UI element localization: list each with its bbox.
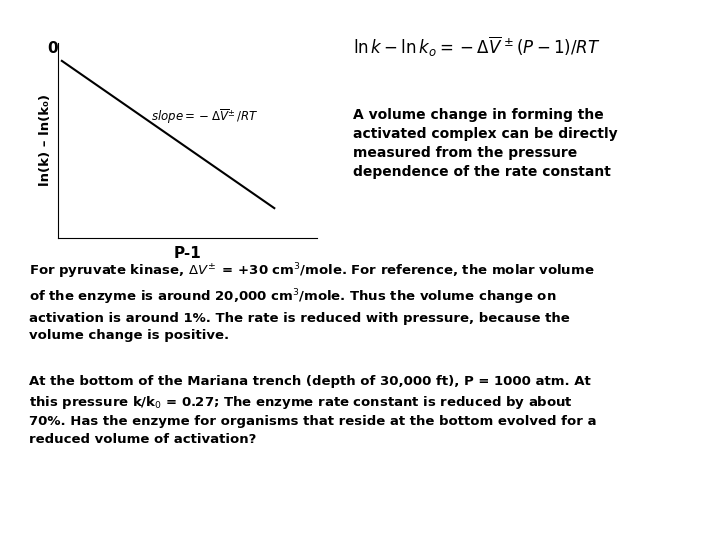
Text: A volume change in forming the
activated complex can be directly
measured from t: A volume change in forming the activated… <box>353 108 618 179</box>
X-axis label: P-1: P-1 <box>174 246 201 261</box>
Text: $\ln k - \ln k_o = -\Delta\overline{V}^{\,\pm}(P-1) / RT$: $\ln k - \ln k_o = -\Delta\overline{V}^{… <box>353 35 600 59</box>
Text: $slope = -\Delta\overline{V}^{\!\pm} / RT$: $slope = -\Delta\overline{V}^{\!\pm} / R… <box>151 107 258 126</box>
Text: At the bottom of the Mariana trench (depth of 30,000 ft), P = 1000 atm. At
this : At the bottom of the Mariana trench (dep… <box>29 375 596 445</box>
Text: 0: 0 <box>47 42 58 57</box>
Y-axis label: ln(k) – ln(k₀): ln(k) – ln(k₀) <box>39 94 52 186</box>
Text: For pyruvate kinase, $\Delta V^{\!\pm}$ = +30 cm$^3$/mole. For reference, the mo: For pyruvate kinase, $\Delta V^{\!\pm}$ … <box>29 262 595 342</box>
